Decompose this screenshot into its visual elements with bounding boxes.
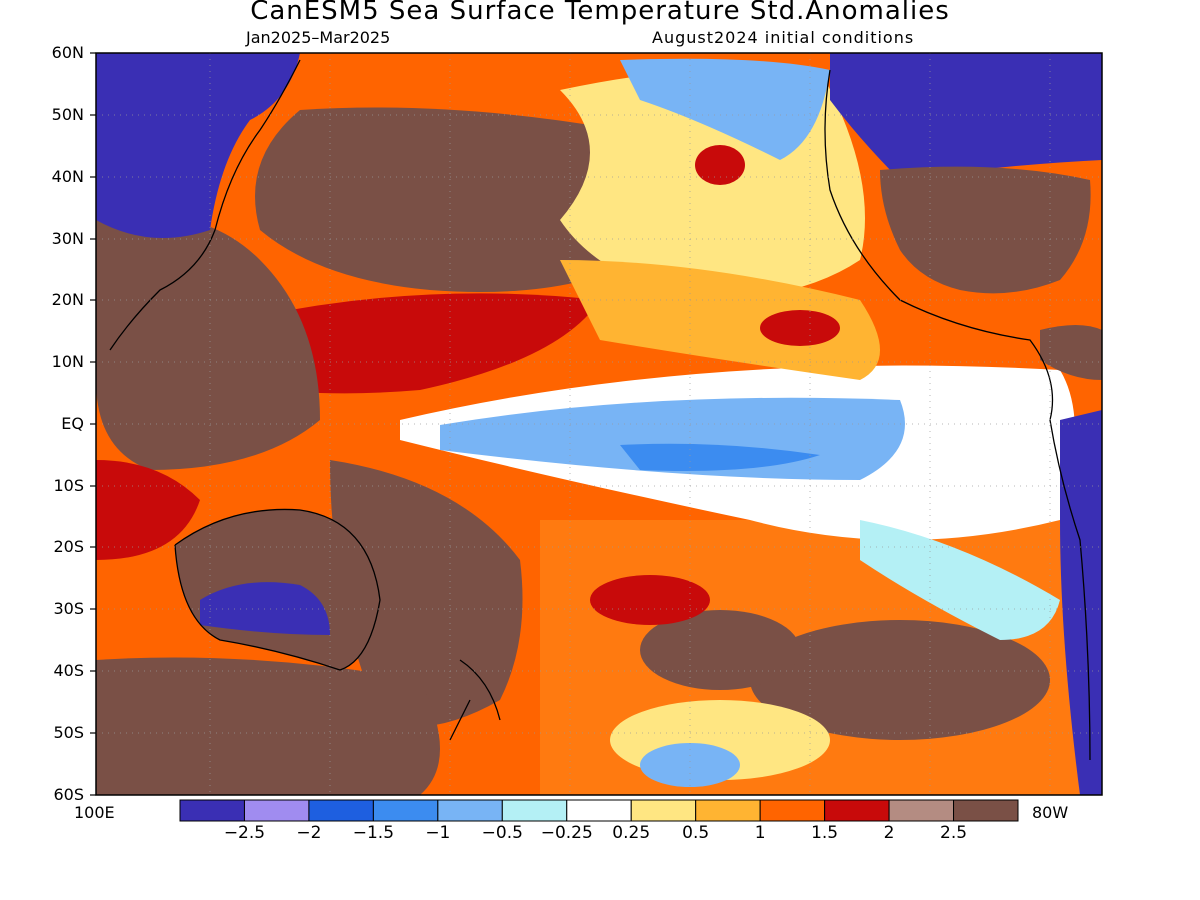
southeast-pacific-cool <box>860 520 1060 640</box>
lat-ticks <box>90 52 96 796</box>
north-america-cold <box>830 53 1102 180</box>
colorbar-tick-label: 1.5 <box>811 823 839 843</box>
lat-label: 50S <box>53 723 84 742</box>
north-pacific-warm <box>255 107 656 292</box>
south-brown-patch <box>640 610 800 690</box>
colorbar-swatch <box>759 799 826 822</box>
colorbar <box>179 799 1019 822</box>
subtropical-orange <box>560 260 880 380</box>
south-brown-patch <box>750 620 1050 740</box>
colorbar-swatch <box>824 799 890 822</box>
colorbar-swatch <box>953 799 1019 822</box>
coastline <box>109 59 1091 761</box>
lat-label: 40N <box>51 167 84 186</box>
tasman-warm <box>330 460 523 727</box>
colorbar-tick-label: 0.25 <box>612 823 651 843</box>
colorbar-tick-label: −0.25 <box>540 823 593 843</box>
lon-label-left: 100E <box>74 803 115 822</box>
lat-label: EQ <box>61 414 84 433</box>
colorbar-swatch <box>695 799 761 822</box>
colorbar-swatch <box>179 799 245 822</box>
colorbar-swatch <box>243 799 310 822</box>
colorbar-swatch <box>372 799 439 822</box>
south-red-patch <box>590 575 710 625</box>
lat-label: 10S <box>53 476 84 495</box>
asia-land <box>96 53 300 238</box>
lat-label: 60N <box>51 43 84 62</box>
central-america-land <box>1040 325 1102 380</box>
forecast-period: Jan2025–Mar2025 <box>246 28 391 47</box>
south-blue-patch <box>640 743 740 787</box>
southern-ocean-brown <box>96 657 440 795</box>
colorbar-swatch <box>566 799 632 822</box>
colorbar-swatch <box>630 799 697 822</box>
colorbar-tick-label: −0.5 <box>481 823 523 843</box>
north-america-land <box>880 166 1091 294</box>
alaska-coast-blue <box>620 58 830 160</box>
colorbar-swatch <box>501 799 568 822</box>
lat-label: 60S <box>53 785 84 804</box>
lat-label: 30N <box>51 229 84 248</box>
colorbar-swatch <box>308 799 374 822</box>
colorbar-tick-label: −1.5 <box>352 823 395 843</box>
south-america-land <box>1060 410 1102 795</box>
colorbar-swatch <box>888 799 955 822</box>
west-pacific-warm-pool <box>96 215 320 470</box>
colorbar-tick-label: −2 <box>296 823 322 843</box>
red-spot <box>695 145 745 185</box>
lat-label: 20N <box>51 290 84 309</box>
colorbar-swatch <box>437 799 503 822</box>
lon-label-right: 80W <box>1032 803 1069 822</box>
equatorial-cold-core <box>620 443 820 471</box>
indian-ocean-red <box>96 460 200 560</box>
colorbar-tick-label: 2 <box>883 823 895 843</box>
lat-label: 20S <box>53 537 84 556</box>
initial-conditions: August2024 initial conditions <box>652 28 915 47</box>
map-title: CanESM5 Sea Surface Temperature Std.Anom… <box>250 0 950 26</box>
lat-label: 40S <box>53 661 84 680</box>
colorbar-tick-label: 2.5 <box>940 823 968 843</box>
colorbar-tick-label: 0.5 <box>682 823 710 843</box>
lat-label: 50N <box>51 105 84 124</box>
colorbar-tick-label: −1 <box>425 823 451 843</box>
lat-label: 30S <box>53 599 84 618</box>
graticule <box>96 53 1102 795</box>
lat-label: 10N <box>51 352 84 371</box>
colorbar-tick-label: 1 <box>754 823 766 843</box>
colorbar-tick-label: −2.5 <box>223 823 266 843</box>
red-spot <box>760 310 840 346</box>
